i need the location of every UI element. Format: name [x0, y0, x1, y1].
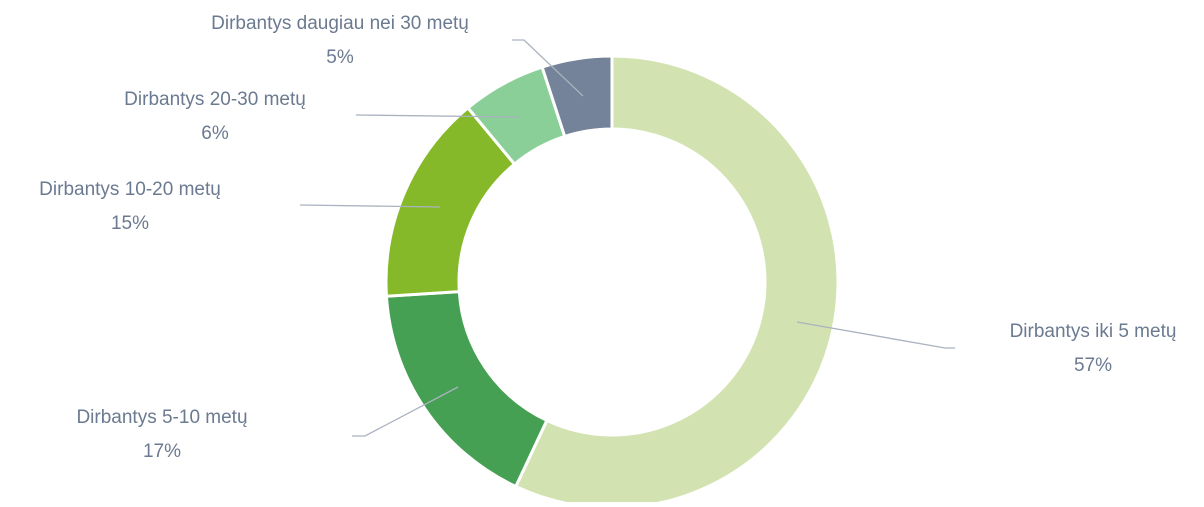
slice-value-label: 6% — [201, 123, 229, 144]
slice-value-label: 5% — [326, 47, 354, 68]
leader-line — [512, 39, 584, 97]
slice-label: Dirbantys 10-20 metų — [39, 179, 221, 200]
slice-label: Dirbantys iki 5 metų — [1010, 321, 1177, 342]
slice-value-label: 15% — [111, 213, 149, 234]
donut-slice — [540, 54, 614, 139]
leader-line — [355, 114, 521, 118]
donut-slice — [384, 290, 549, 489]
leader-line — [352, 386, 459, 437]
slice-label: Dirbantys daugiau nei 30 metų — [211, 13, 469, 34]
slice-label: Dirbantys 5-10 metų — [76, 407, 247, 428]
donut-slice — [513, 54, 840, 507]
slice-value-label: 57% — [1074, 355, 1112, 376]
slice-value-label: 17% — [143, 441, 181, 462]
leader-line — [299, 204, 441, 208]
slice-label: Dirbantys 20-30 metų — [124, 89, 306, 110]
leader-line — [796, 321, 955, 349]
